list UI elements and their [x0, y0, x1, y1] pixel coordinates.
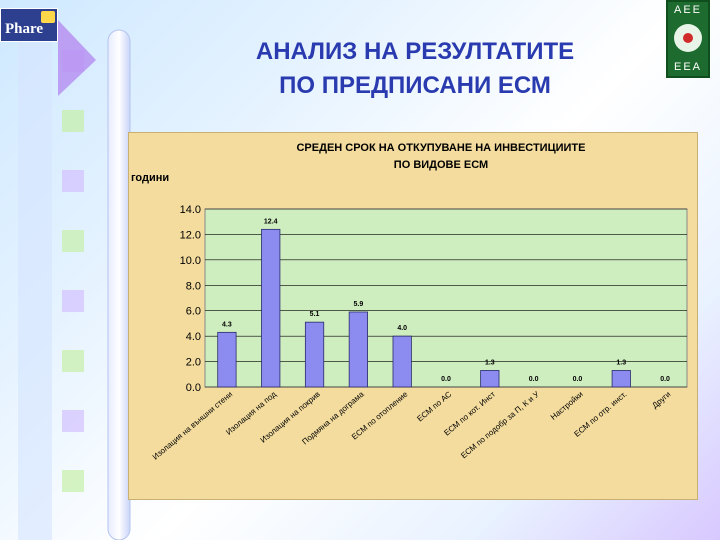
data-label: 0.0 [573, 376, 583, 383]
y-tick-label: 10.0 [180, 255, 201, 267]
sidebar-tube [107, 29, 131, 540]
y-tick-label: 2.0 [186, 357, 201, 369]
sidebar-column-left [18, 40, 52, 540]
data-label: 5.9 [353, 301, 363, 308]
data-label: 4.3 [222, 321, 232, 328]
data-label: 0.0 [660, 376, 670, 383]
phare-logo-text: Phare [5, 21, 44, 37]
bar-chart: СРЕДЕН СРОК НА ОТКУПУВАНЕ НА ИНВЕСТИЦИИТ… [131, 142, 688, 462]
bar [304, 321, 325, 388]
data-label: 0.0 [529, 376, 539, 383]
eea-logo: AEE EEA [666, 0, 710, 78]
chart-panel: СРЕДЕН СРОК НА ОТКУПУВАНЕ НА ИНВЕСТИЦИИТ… [128, 132, 698, 500]
y-tick-label: 0.0 [186, 382, 201, 394]
data-label: 4.0 [397, 325, 407, 332]
sidebar-triangle [58, 20, 96, 96]
bar [217, 331, 237, 388]
data-labels: 4.3 12.4 5.1 5.9 4.0 0.0 1.3 0.0 0.0 1.3 0.0 [222, 218, 670, 383]
phare-logo: Phare [0, 8, 58, 42]
y-axis-label: години [131, 172, 169, 184]
chart-title-line2: ПО ВИДОВЕ ЕСМ [394, 159, 488, 171]
bar [480, 370, 500, 388]
x-tick-label: ЕСМ по подобр за П, К и У [459, 389, 541, 460]
globe-icon [674, 24, 702, 52]
sidebar-pattern [18, 20, 131, 540]
y-tick-label: 14.0 [180, 204, 201, 216]
bar [261, 228, 281, 388]
eu-stars-icon [41, 11, 55, 23]
y-tick-label: 8.0 [186, 280, 201, 292]
data-label: 1.3 [616, 359, 626, 366]
data-label: 5.1 [310, 311, 320, 318]
bar [348, 311, 368, 388]
chart-title-line1: СРЕДЕН СРОК НА ОТКУПУВАНЕ НА ИНВЕСТИЦИИТ… [296, 142, 585, 154]
slide-title-line1: АНАЛИЗ НА РЕЗУЛТАТИТЕ [255, 38, 575, 65]
y-tick-label: 6.0 [186, 306, 201, 318]
gridlines [205, 208, 687, 388]
y-tick-label: 12.0 [180, 229, 201, 241]
eea-logo-top-text: AEE [673, 4, 702, 16]
data-label: 12.4 [264, 218, 278, 225]
plot-area [204, 208, 688, 388]
y-tick-label: 4.0 [186, 331, 201, 343]
y-axis-ticks: 0.0 2.0 4.0 6.0 8.0 10.0 12.0 14.0 [180, 204, 201, 394]
x-tick-label: Настройки [549, 390, 585, 422]
x-tick-label: Изолация на външни стени [151, 390, 234, 462]
data-label: 1.3 [485, 359, 495, 366]
x-tick-label: ЕСМ по АС [415, 389, 453, 423]
slide-title-line2: ПО ПРЕДПИСАНИ ЕСМ [279, 72, 551, 99]
sidebar-squares [62, 50, 84, 492]
eea-logo-bottom-text: EEA [673, 61, 702, 73]
bar [392, 335, 412, 388]
bar [611, 370, 631, 388]
decorative-sidebar [0, 0, 140, 540]
data-label: 0.0 [441, 376, 451, 383]
x-tick-label: Други [650, 390, 672, 411]
bars [217, 228, 631, 388]
